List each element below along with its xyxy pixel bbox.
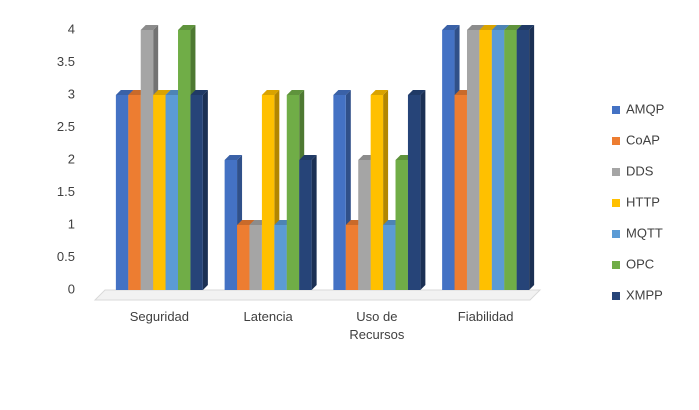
x-tick-label: Uso de Recursos (349, 309, 405, 342)
y-tick-label: 0.5 (57, 249, 75, 264)
bar-top (178, 25, 196, 30)
bar (442, 30, 455, 290)
bar (115, 95, 129, 290)
bar-top (140, 25, 159, 30)
legend-swatch (612, 292, 620, 300)
bar-side (420, 90, 426, 290)
bar-top (504, 25, 522, 30)
bar-top (479, 25, 497, 30)
legend-label: XMPP (626, 287, 663, 302)
legend-swatch (612, 168, 620, 176)
legend-label: MQTT (626, 225, 663, 240)
bar-top (466, 25, 485, 30)
bar (140, 30, 154, 290)
x-tick-label: Fiabilidad (457, 309, 514, 324)
bar (128, 95, 141, 290)
bar (407, 95, 421, 290)
bar (261, 95, 275, 290)
bar (370, 95, 384, 290)
bar (516, 30, 530, 290)
bar-top (286, 90, 305, 95)
legend-label: AMQP (626, 101, 664, 116)
y-tick-label: 2 (68, 151, 75, 166)
bar (504, 30, 517, 290)
bar (454, 95, 467, 290)
bar (345, 225, 359, 290)
bar (479, 30, 492, 290)
legend-swatch (612, 137, 620, 145)
bar-top (261, 90, 280, 95)
bar-top (370, 90, 389, 95)
floor (93, 289, 542, 301)
legend-swatch (612, 230, 620, 238)
bar (274, 225, 287, 290)
bar (165, 95, 179, 290)
bar (395, 160, 408, 290)
y-tick-label: 2.5 (57, 119, 75, 134)
y-tick-label: 1 (68, 216, 75, 231)
bar-top (224, 155, 243, 160)
bar (286, 95, 300, 290)
bar-top (237, 220, 255, 225)
bar-top (190, 90, 208, 95)
bar (224, 160, 238, 290)
bar-top (333, 90, 351, 95)
legend-swatch (612, 199, 620, 207)
legend-label: HTTP (626, 194, 660, 209)
bar-top (491, 25, 510, 30)
bar (237, 225, 250, 290)
x-tick-label: Latencia (243, 309, 293, 324)
bar-side (529, 25, 535, 290)
bar-top (115, 90, 134, 95)
bar-top (516, 25, 535, 30)
y-tick-label: 4 (68, 21, 75, 36)
bar (299, 160, 312, 290)
bar (249, 225, 262, 290)
y-tick-label: 3.5 (57, 54, 75, 69)
bar (190, 95, 203, 290)
bar-side (202, 90, 208, 290)
bar (358, 160, 371, 290)
y-tick-label: 1.5 (57, 184, 75, 199)
bar (333, 95, 346, 290)
bar (491, 30, 505, 290)
legend-label: OPC (626, 256, 654, 271)
bar-side (311, 155, 317, 290)
bar-top (153, 90, 171, 95)
y-tick-label: 0 (68, 281, 75, 296)
legend-label: CoAP (626, 132, 660, 147)
bar-top (442, 25, 460, 30)
bar-top (299, 155, 317, 160)
bar (153, 95, 166, 290)
legend-label: DDS (626, 163, 654, 178)
x-tick-label: Seguridad (129, 309, 190, 324)
bar (466, 30, 480, 290)
legend-swatch (612, 261, 620, 269)
bar (383, 225, 396, 290)
bar-top (407, 90, 426, 95)
y-tick-label: 3 (68, 86, 75, 101)
bar (178, 30, 191, 290)
legend-swatch (612, 106, 620, 114)
